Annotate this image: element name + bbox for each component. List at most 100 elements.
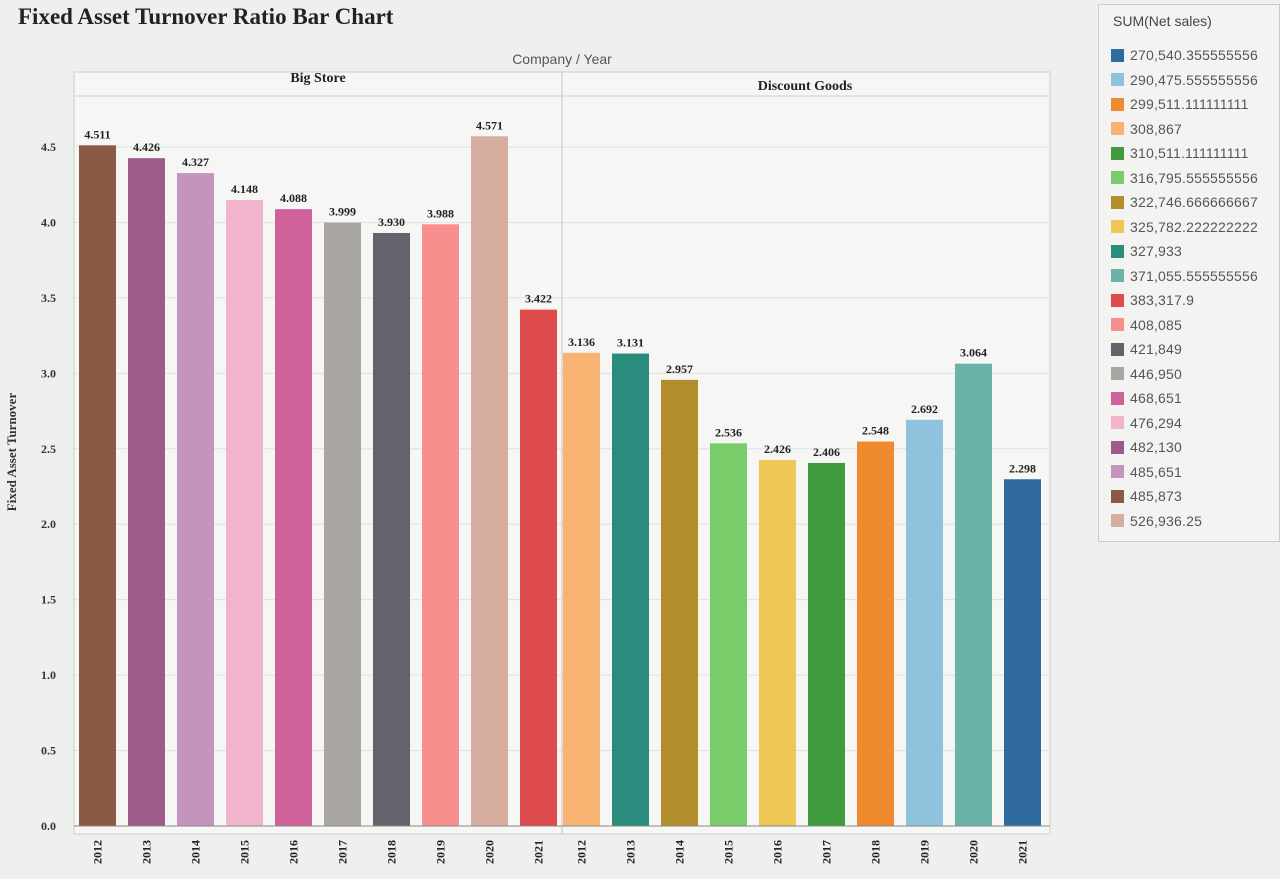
legend-swatch bbox=[1111, 48, 1124, 62]
bar bbox=[906, 419, 943, 826]
legend-label: 310,511.111111111 bbox=[1130, 145, 1249, 161]
legend-item[interactable]: 308,867 bbox=[1111, 119, 1182, 139]
x-tick-label: 2018 bbox=[385, 840, 399, 864]
legend-item[interactable]: 485,651 bbox=[1111, 462, 1182, 482]
data-label: 4.088 bbox=[280, 191, 307, 205]
legend-item[interactable]: 270,540.355555556 bbox=[1111, 45, 1258, 65]
legend-swatch bbox=[1111, 269, 1124, 282]
x-tick-label: 2014 bbox=[673, 840, 687, 864]
y-tick-label: 4.5 bbox=[41, 140, 56, 154]
data-label: 2.406 bbox=[813, 445, 840, 459]
x-tick-label: 2021 bbox=[1016, 840, 1030, 864]
bar bbox=[373, 233, 410, 827]
legend-item[interactable]: 468,651 bbox=[1111, 388, 1182, 408]
legend-swatch bbox=[1111, 367, 1124, 380]
x-tick-label: 2016 bbox=[287, 840, 301, 864]
legend-label: 485,651 bbox=[1130, 463, 1183, 480]
legend-item[interactable]: 476,294 bbox=[1111, 413, 1182, 433]
legend-label: 408,085 bbox=[1130, 316, 1183, 333]
x-tick-label: 2014 bbox=[189, 840, 203, 864]
legend-item[interactable]: 485,873 bbox=[1111, 486, 1182, 506]
x-tick-label: 2012 bbox=[91, 840, 105, 864]
data-label: 3.131 bbox=[617, 336, 644, 350]
bar bbox=[612, 353, 649, 826]
legend-label: 476,294 bbox=[1130, 414, 1183, 431]
x-tick-label: 2017 bbox=[336, 840, 350, 864]
legend-item[interactable]: 316,795.555555556 bbox=[1111, 168, 1258, 188]
legend-item[interactable]: 322,746.666666667 bbox=[1111, 192, 1258, 212]
x-tick-label: 2017 bbox=[820, 840, 834, 864]
legend-label: 308,867 bbox=[1130, 120, 1183, 137]
data-label: 2.536 bbox=[715, 425, 742, 439]
y-tick-label: 3.0 bbox=[41, 366, 56, 380]
legend-label: 526,936.25 bbox=[1130, 512, 1203, 529]
legend-item[interactable]: 371,055.555555556 bbox=[1111, 266, 1258, 286]
legend-item[interactable]: 310,511.111111111 bbox=[1111, 143, 1249, 163]
legend: SUM(Net sales) 270,540.355555556 290,475.… bbox=[1098, 4, 1280, 542]
data-label: 4.148 bbox=[231, 182, 258, 196]
x-tick-label: 2013 bbox=[140, 840, 154, 864]
data-label: 2.692 bbox=[911, 402, 938, 416]
y-tick-label: 1.0 bbox=[41, 668, 56, 682]
x-tick-label: 2012 bbox=[575, 840, 589, 864]
legend-swatch bbox=[1111, 391, 1124, 405]
legend-swatch bbox=[1111, 416, 1124, 429]
y-tick-label: 0.5 bbox=[41, 744, 56, 758]
bar bbox=[857, 441, 894, 826]
x-tick-label: 2015 bbox=[722, 840, 736, 864]
data-label: 4.426 bbox=[133, 140, 160, 154]
y-tick-label: 1.5 bbox=[41, 593, 56, 607]
bar bbox=[177, 173, 214, 827]
legend-swatch bbox=[1111, 73, 1124, 86]
legend-title: SUM(Net sales) bbox=[1113, 13, 1212, 29]
x-tick-label: 2020 bbox=[483, 840, 497, 864]
legend-item[interactable]: 446,950 bbox=[1111, 364, 1182, 384]
legend-swatch bbox=[1111, 489, 1124, 503]
legend-label: 270,540.355555556 bbox=[1130, 47, 1258, 63]
bar bbox=[324, 222, 361, 826]
legend-item[interactable]: 408,085 bbox=[1111, 315, 1182, 335]
bar bbox=[226, 200, 263, 826]
bar bbox=[471, 136, 508, 827]
legend-swatch bbox=[1111, 146, 1124, 160]
legend-label: 322,746.666666667 bbox=[1130, 194, 1258, 210]
x-tick-label: 2021 bbox=[532, 840, 546, 864]
bar-chart: Company / Year 0.0 0.5 1.0 1.5 2.0 2.5 3.0 3.5 4.… bbox=[4, 51, 1051, 864]
data-label: 3.930 bbox=[378, 215, 405, 229]
legend-item[interactable]: 299,511.111111111 bbox=[1111, 94, 1249, 114]
legend-label: 316,795.555555556 bbox=[1130, 169, 1258, 186]
y-tick-label: 4.0 bbox=[41, 215, 56, 229]
legend-item[interactable]: 383,317.9 bbox=[1111, 290, 1194, 310]
legend-label: 371,055.555555556 bbox=[1130, 267, 1258, 284]
column-header: Company / Year bbox=[512, 51, 612, 67]
legend-item[interactable]: 482,130 bbox=[1111, 437, 1182, 457]
data-label: 3.999 bbox=[329, 205, 356, 219]
bar bbox=[661, 379, 698, 826]
chart-title: Fixed Asset Turnover Ratio Bar Chart bbox=[18, 4, 394, 29]
legend-swatch bbox=[1111, 318, 1124, 331]
data-label: 4.571 bbox=[476, 118, 503, 132]
bar bbox=[275, 209, 312, 826]
data-label: 3.422 bbox=[525, 292, 552, 306]
legend-item[interactable]: 290,475.555555556 bbox=[1111, 70, 1258, 90]
legend-label: 485,873 bbox=[1130, 488, 1183, 504]
data-label: 4.511 bbox=[84, 127, 110, 141]
bar bbox=[1004, 479, 1041, 826]
legend-item[interactable]: 325,782.222222222 bbox=[1111, 217, 1258, 237]
legend-label: 468,651 bbox=[1130, 390, 1183, 406]
data-label: 2.957 bbox=[666, 362, 693, 376]
legend-label: 299,511.111111111 bbox=[1130, 96, 1249, 112]
legend-item[interactable]: 421,849 bbox=[1111, 339, 1182, 359]
y-tick-label: 3.5 bbox=[41, 291, 56, 305]
legend-swatch bbox=[1111, 195, 1124, 209]
y-tick-label: 2.5 bbox=[41, 442, 56, 456]
bar bbox=[563, 352, 600, 826]
bar bbox=[79, 145, 116, 827]
legend-item[interactable]: 327,933 bbox=[1111, 241, 1182, 261]
legend-swatch bbox=[1111, 122, 1124, 135]
legend-swatch bbox=[1111, 440, 1124, 454]
legend-swatch bbox=[1111, 244, 1124, 258]
x-tick-label: 2015 bbox=[238, 840, 252, 864]
x-tick-label: 2019 bbox=[918, 840, 932, 864]
legend-item[interactable]: 526,936.25 bbox=[1111, 511, 1202, 531]
